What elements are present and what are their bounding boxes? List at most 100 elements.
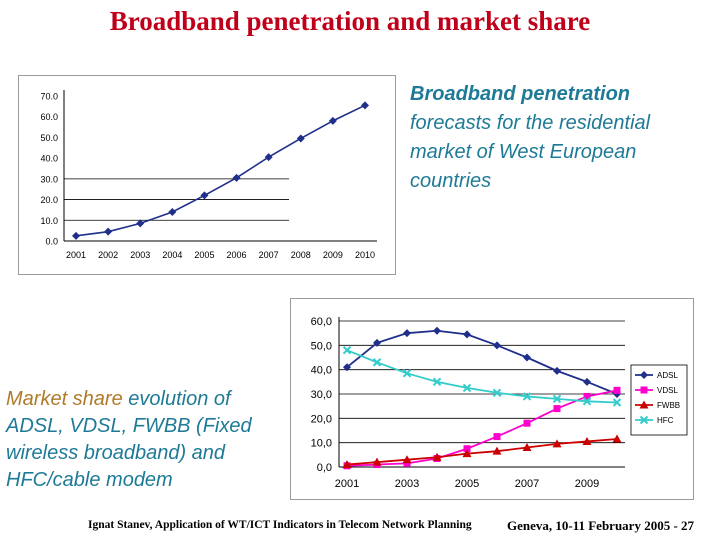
data-point-hfc [342,345,352,355]
data-point-hfc [552,394,562,404]
data-point-vdsl [613,386,621,394]
x-tick-label: 2007 [515,478,539,490]
legend-label-vdsl: VDSL [657,386,678,395]
legend-box [630,364,688,436]
data-point-fwbb [432,452,442,461]
data-point-fwbb [612,434,622,443]
penetration-series-line [75,104,366,237]
x-tick-label: 2003 [130,250,150,260]
data-point-hfc [582,397,592,406]
data-point-fwbb [582,436,592,445]
x-tick-label: 2003 [395,478,419,490]
penetration-chart-panel: 0.0 10.0 20.0 30.0 40.0 50.0 60.0 70.0 2001 2002 2… [18,75,396,275]
market-share-description-rest: evolution of ADSL, VDSL, FWBB (Fixed wir… [6,388,252,491]
x-tick-label: 2005 [455,478,479,490]
data-point-hfc [612,398,622,407]
data-point-adsl [553,366,561,375]
slide-title: Broadband penetration and market share [109,6,591,36]
data-point-adsl [433,326,441,335]
data-point-fwbb [402,455,412,464]
data-point-adsl [403,329,411,338]
y-tick-label: 40.0 [40,154,58,164]
data-point-vdsl [583,392,591,400]
x-tick-label: 2001 [66,250,86,260]
y-tick-label: 0.0 [45,237,58,247]
series-line-hfc [346,349,618,404]
series-line-fwbb [346,438,618,466]
market-share-chart: 0,0 10,0 20,0 30,0 40,0 50,0 60,0 2001 2003 2005 2… [311,316,688,490]
data-point-hfc [492,388,502,397]
penetration-description-lead: Broadband penetration [410,83,631,105]
penetration-data-point [136,219,145,228]
data-point-adsl [373,338,381,347]
x-tick-label: 2009 [575,478,599,490]
data-point-hfc [462,383,472,393]
data-point-adsl [343,363,351,372]
data-point-fwbb [372,457,382,466]
penetration-chart: 0.0 10.0 20.0 30.0 40.0 50.0 60.0 70.0 2001 2002 2… [40,90,377,260]
data-point-fwbb [552,439,562,448]
penetration-data-point [104,227,113,236]
y-tick-label: 0,0 [317,462,332,474]
penetration-data-point [232,173,241,182]
x-tick-label: 2001 [335,478,359,490]
data-point-vdsl [493,433,501,441]
legend-label-adsl: ADSL [657,371,678,380]
x-tick-label: 2006 [227,250,247,260]
data-point-adsl [523,353,531,362]
y-tick-label: 50.0 [40,133,58,143]
x-tick-label: 2004 [162,250,182,260]
data-point-fwbb [462,449,472,458]
legend-marker-hfc [639,415,649,425]
data-point-hfc [432,377,442,387]
x-tick-label: 2002 [98,250,118,260]
y-tick-label: 30,0 [311,389,332,401]
legend-marker-vdsl [640,386,648,394]
legend-marker-fwbb [639,400,649,409]
penetration-data-point [72,231,80,240]
data-point-fwbb [492,446,502,455]
penetration-data-point [361,101,369,110]
penetration-data-point [296,134,305,143]
legend-label-fwbb: FWBB [657,401,680,410]
x-tick-label: 2010 [355,250,375,260]
data-point-fwbb [522,443,532,452]
y-tick-label: 20.0 [40,195,58,205]
market-share-description-lead: Market share [6,388,123,410]
penetration-data-point [328,116,337,125]
x-tick-label: 2009 [323,250,343,260]
y-tick-label: 60,0 [311,316,332,328]
y-tick-label: 10,0 [311,438,332,450]
data-point-fwbb [342,460,352,469]
series-line-adsl [346,329,618,395]
y-tick-label: 60.0 [40,112,58,122]
penetration-description: Broadband penetration forecasts for the … [410,80,710,196]
data-point-adsl [493,341,501,350]
penetration-data-point [168,208,177,216]
data-point-adsl [463,330,471,339]
x-tick-label: 2007 [259,250,279,260]
y-tick-label: 20,0 [311,413,332,425]
y-tick-label: 30.0 [40,174,58,184]
data-point-vdsl [553,405,561,413]
data-point-hfc [402,369,412,378]
x-tick-label: 2008 [291,250,311,260]
series-line-vdsl [346,389,618,467]
y-tick-label: 40,0 [311,365,332,377]
y-tick-label: 70.0 [40,92,58,102]
penetration-data-point [264,153,273,162]
market-share-description: Market share evolution of ADSL, VDSL, FW… [6,386,276,494]
data-point-hfc [522,392,532,401]
legend-label-hfc: HFC [657,416,674,425]
y-tick-label: 50,0 [311,340,332,352]
legend-marker-adsl [640,371,648,379]
data-point-vdsl [463,445,471,453]
penetration-data-point [200,191,209,200]
footer-event-page: Geneva, 10-11 February 2005 - 27 [507,518,695,533]
market-share-chart-panel: 0,0 10,0 20,0 30,0 40,0 50,0 60,0 2001 2003 2005 2… [290,298,694,500]
data-point-vdsl [523,419,531,427]
data-point-hfc [372,358,382,367]
data-point-vdsl [403,459,411,467]
y-tick-label: 10.0 [40,216,58,226]
footer-author: Ignat Stanev, Application of WT/ICT Indi… [88,519,472,531]
